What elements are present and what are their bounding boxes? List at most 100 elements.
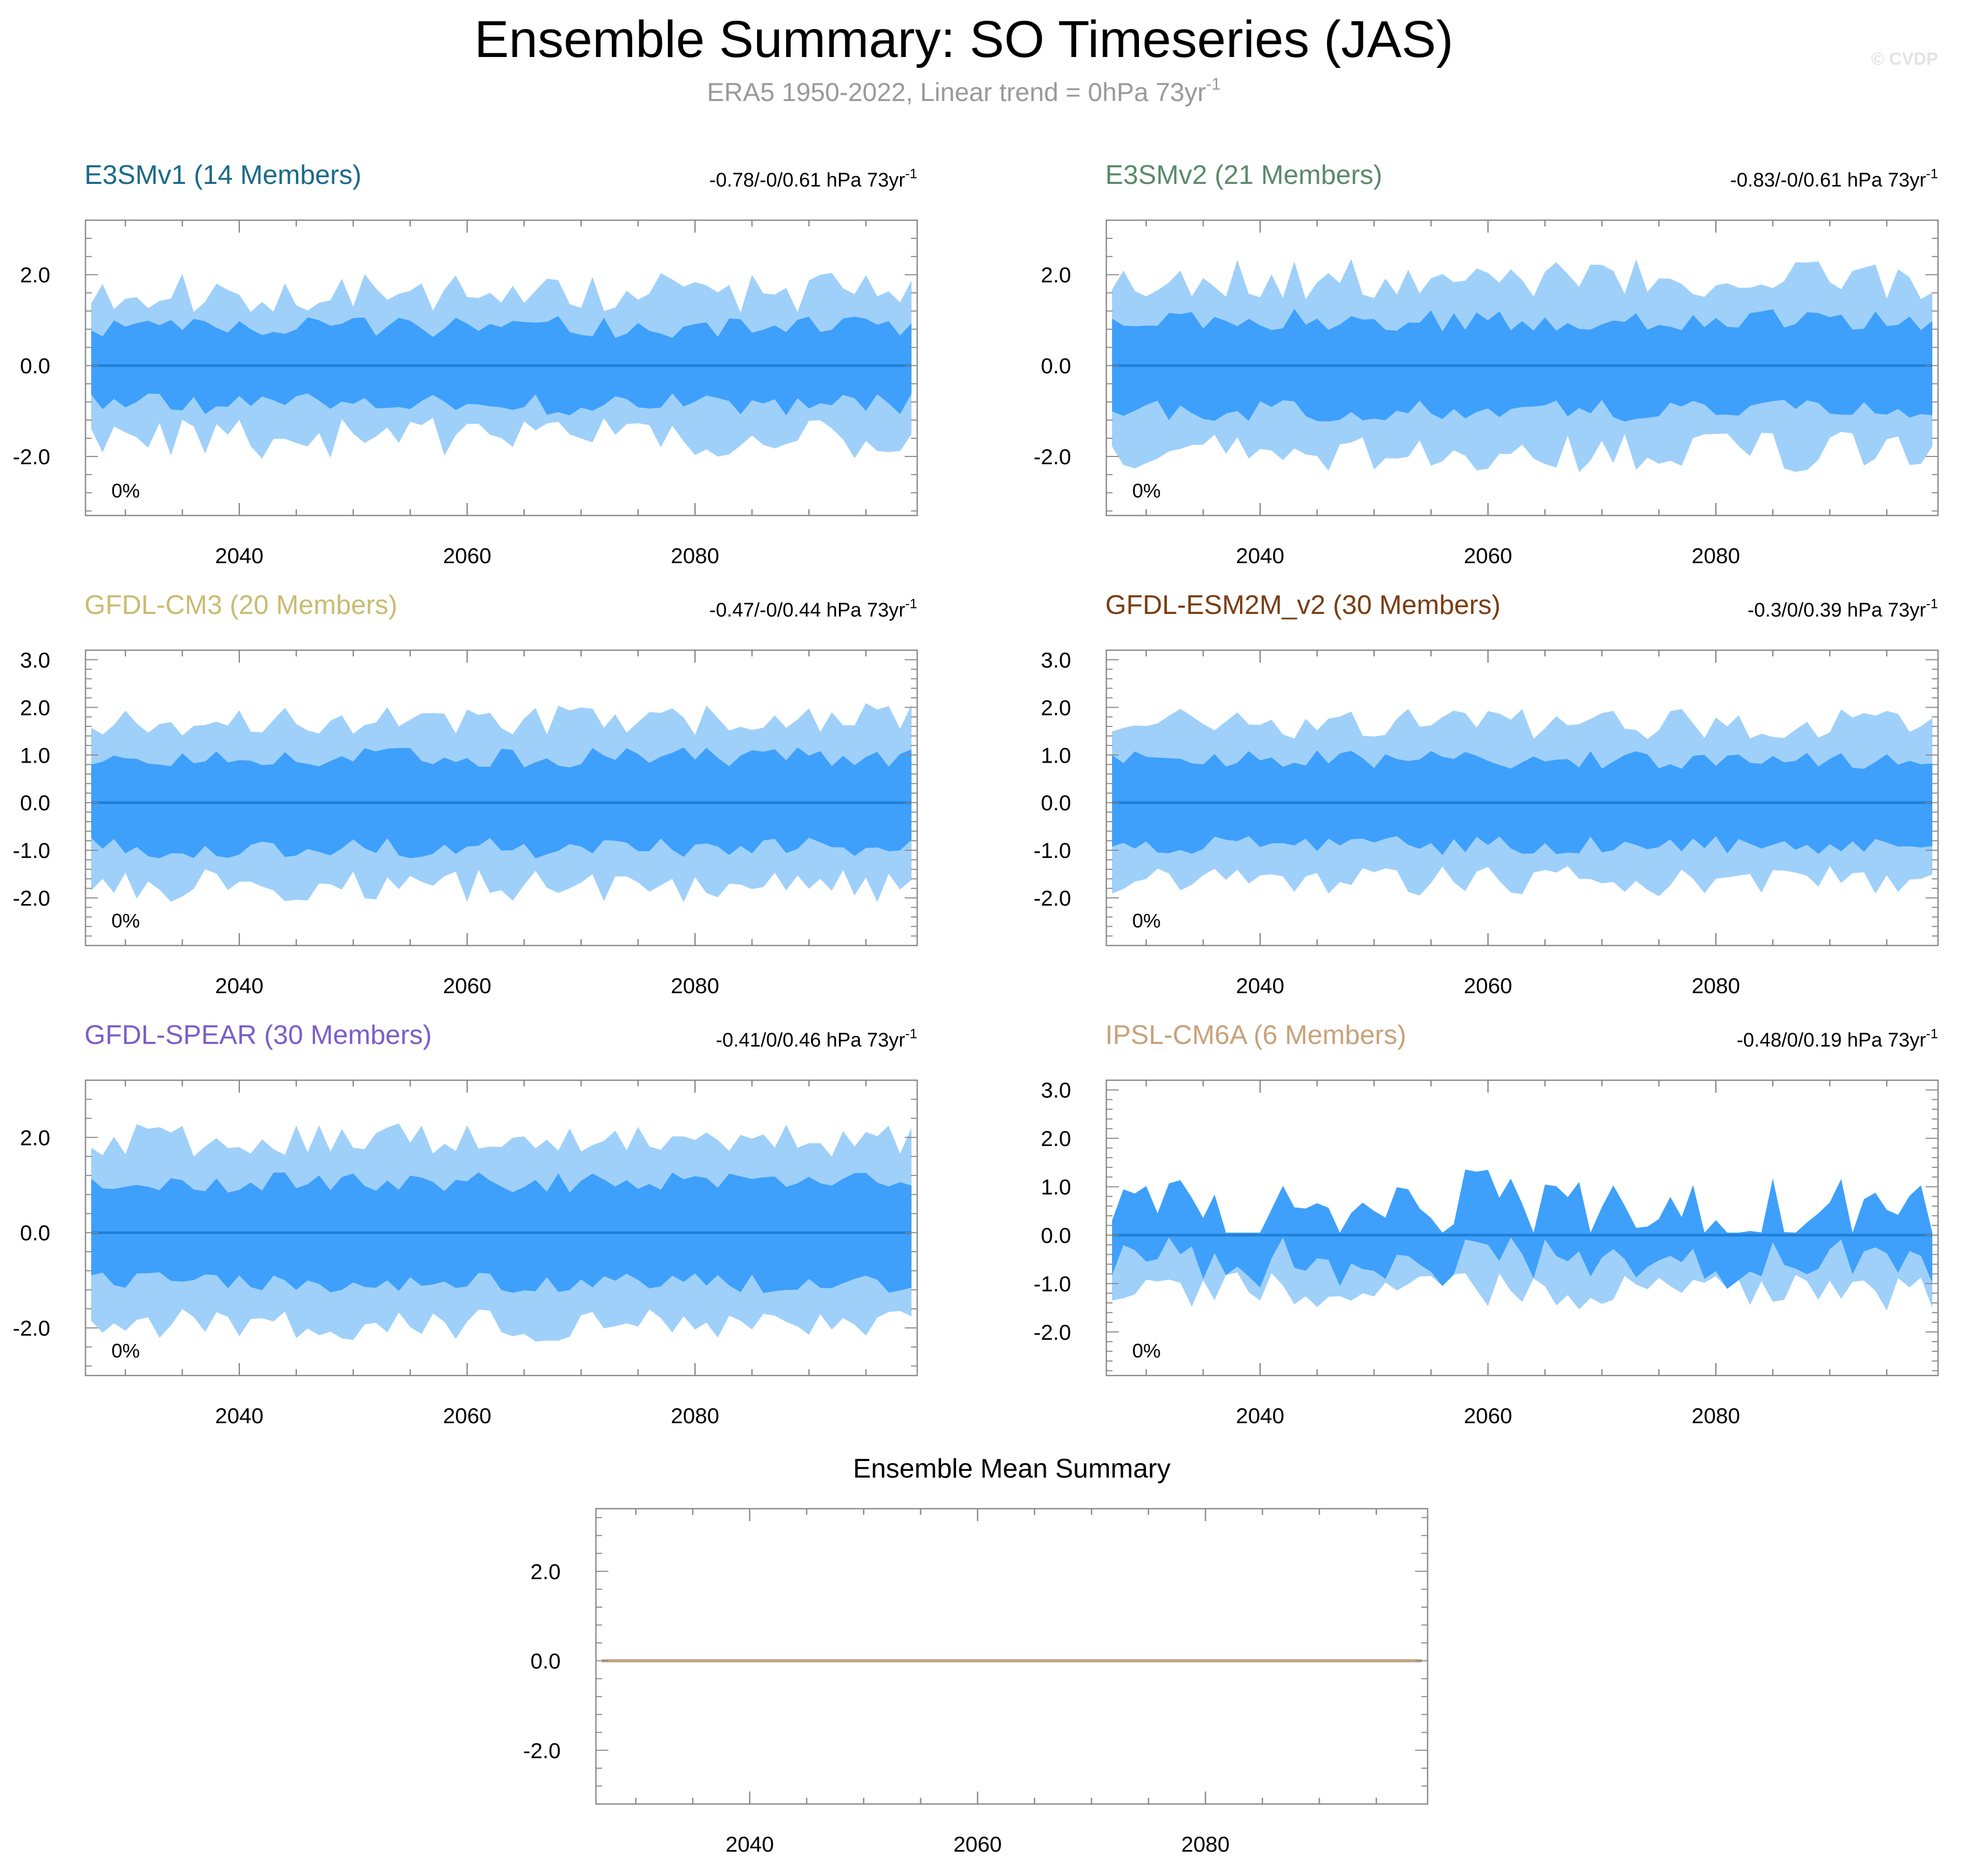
plot-frame [595, 1508, 1429, 1805]
percent-label: 0% [1132, 1340, 1161, 1362]
y-tick-label: 2.0 [20, 263, 50, 287]
x-tick-label: 2040 [1236, 973, 1284, 998]
y-tick-label: -1.0 [1034, 838, 1071, 863]
plot-frame [84, 649, 918, 947]
chart-panel-1: 2040 2060 2080 2.0 0.0 -2.0 E3SMv1 (14 Members… [13, 160, 918, 568]
y-tick-label: 3.0 [20, 648, 50, 672]
y-tick-label: 2.0 [1041, 1126, 1071, 1151]
y-tick-label: 0.0 [1041, 354, 1071, 378]
y-tick-label: 1.0 [1041, 743, 1071, 767]
y-tick-label: 2.0 [20, 695, 50, 720]
x-tick-label: 2060 [443, 543, 491, 568]
x-tick-label: 2060 [953, 1832, 1002, 1856]
y-tick-label: 0.0 [20, 791, 50, 815]
percent-label: 0% [1132, 910, 1161, 932]
panel-title: GFDL-SPEAR (30 Members) [84, 1020, 432, 1050]
chart-panel-6: 2040 2060 2080 3.0 2.0 1.0 0.0 -1.0 -2.0 IPSL-CM6… [1034, 1020, 1939, 1428]
x-tick-label: 2060 [1464, 973, 1512, 998]
figure-title: Ensemble Summary: SO Timeseries (JAS) [474, 10, 1453, 68]
subtitle-text: ERA5 1950-2022, Linear trend = 0hPa 73yr [707, 78, 1206, 107]
x-tick-label: 2080 [671, 973, 719, 998]
trend-range-label: -0.47/-0/0.44 hPa 73yr-1 [709, 596, 917, 621]
x-tick-label: 2060 [443, 973, 491, 998]
trend-range-label: -0.48/0/0.19 hPa 73yr-1 [1736, 1026, 1938, 1051]
y-tick-label: 0.0 [20, 354, 50, 378]
y-tick-label: 1.0 [20, 743, 50, 767]
x-tick-label: 2080 [1692, 1404, 1740, 1428]
y-tick-label: 0.0 [1041, 1223, 1071, 1248]
y-tick-label: 3.0 [1041, 1078, 1071, 1102]
trend-range-label: -0.41/0/0.46 hPa 73yr-1 [716, 1026, 917, 1051]
summary-title: Ensemble Mean Summary [853, 1454, 1171, 1484]
y-tick-label: 2.0 [531, 1559, 561, 1584]
inner-range-band [1112, 1169, 1932, 1289]
y-tick-label: -2.0 [13, 445, 50, 469]
plot-frame [84, 1079, 918, 1377]
trend-superscript: -1 [1926, 1026, 1938, 1041]
trend-text: -0.78/-0/0.61 hPa 73yr [709, 169, 905, 191]
chart-panel-4: 2040 2060 2080 3.0 2.0 1.0 0.0 -1.0 -2.0 GFDL-ESM… [1034, 590, 1939, 998]
percent-label: 0% [111, 1340, 140, 1362]
x-tick-label: 2080 [671, 543, 719, 568]
x-tick-label: 2080 [1692, 973, 1740, 998]
trend-superscript: -1 [905, 596, 917, 611]
x-tick-label: 2060 [1464, 543, 1512, 568]
x-tick-label: 2040 [1236, 543, 1284, 568]
panel-title: GFDL-ESM2M_v2 (30 Members) [1105, 590, 1501, 620]
x-tick-label: 2080 [671, 1404, 719, 1428]
y-tick-label: 0.0 [531, 1649, 561, 1673]
y-tick-label: 2.0 [20, 1125, 50, 1150]
x-tick-label: 2040 [215, 543, 263, 568]
chart-panel-7: 2040 2060 2080 2.0 0.0 -2.0 Ensemble Mean Summ… [523, 1454, 1429, 1856]
y-tick-label: -2.0 [523, 1738, 561, 1763]
y-tick-label: 0.0 [20, 1221, 50, 1245]
y-tick-label: -2.0 [1034, 886, 1071, 910]
y-tick-label: 1.0 [1041, 1175, 1071, 1199]
panel-title: IPSL-CM6A (6 Members) [1105, 1020, 1406, 1050]
x-tick-label: 2040 [725, 1832, 774, 1856]
trend-superscript: -1 [1926, 596, 1938, 611]
trend-text: -0.48/0/0.19 hPa 73yr [1736, 1029, 1926, 1051]
trend-text: -0.3/0/0.39 hPa 73yr [1748, 599, 1927, 621]
plot-frame [1105, 649, 1939, 947]
y-tick-label: -1.0 [13, 838, 50, 863]
x-tick-label: 2040 [215, 1404, 263, 1428]
percent-label: 0% [111, 480, 140, 502]
y-tick-label: -2.0 [13, 1316, 50, 1340]
trend-range-label: -0.3/0/0.39 hPa 73yr-1 [1748, 596, 1938, 621]
trend-superscript: -1 [1926, 166, 1938, 181]
panel-title: E3SMv2 (21 Members) [1105, 160, 1383, 190]
plot-frame [84, 219, 918, 517]
trend-text: -0.83/-0/0.61 hPa 73yr [1730, 169, 1926, 191]
y-tick-label: -2.0 [13, 886, 50, 910]
panel-title: GFDL-CM3 (20 Members) [84, 590, 397, 620]
y-tick-label: 2.0 [1041, 695, 1071, 720]
x-tick-label: 2080 [1181, 1832, 1230, 1856]
subtitle-superscript: -1 [1206, 75, 1220, 93]
watermark: © CVDP [1871, 49, 1938, 69]
plot-frame [1105, 1079, 1939, 1377]
trend-range-label: -0.83/-0/0.61 hPa 73yr-1 [1730, 166, 1938, 191]
percent-label: 0% [1132, 480, 1161, 502]
x-tick-label: 2080 [1692, 543, 1740, 568]
plot-frame [1105, 219, 1939, 517]
y-tick-label: -2.0 [1034, 1320, 1071, 1344]
trend-text: -0.41/0/0.46 hPa 73yr [716, 1029, 905, 1051]
trend-superscript: -1 [905, 166, 917, 181]
percent-label: 0% [111, 910, 140, 932]
x-tick-label: 2040 [1236, 1404, 1284, 1428]
y-tick-label: -1.0 [1034, 1271, 1071, 1296]
x-tick-label: 2060 [443, 1404, 491, 1428]
x-tick-label: 2060 [1464, 1404, 1512, 1428]
trend-range-label: -0.78/-0/0.61 hPa 73yr-1 [709, 166, 917, 191]
y-tick-label: -2.0 [1034, 445, 1071, 469]
y-tick-label: 0.0 [1041, 791, 1071, 815]
x-tick-label: 2040 [215, 973, 263, 998]
figure-subtitle: ERA5 1950-2022, Linear trend = 0hPa 73yr… [707, 75, 1221, 107]
y-tick-label: 2.0 [1041, 263, 1071, 287]
chart-panel-2: 2040 2060 2080 2.0 0.0 -2.0 E3SMv2 (21 Members… [1034, 160, 1939, 568]
panel-title: E3SMv1 (14 Members) [84, 160, 362, 190]
chart-panel-3: 2040 2060 2080 3.0 2.0 1.0 0.0 -1.0 -2.0 GFDL-CM3… [13, 590, 918, 998]
y-tick-label: 3.0 [1041, 648, 1071, 672]
